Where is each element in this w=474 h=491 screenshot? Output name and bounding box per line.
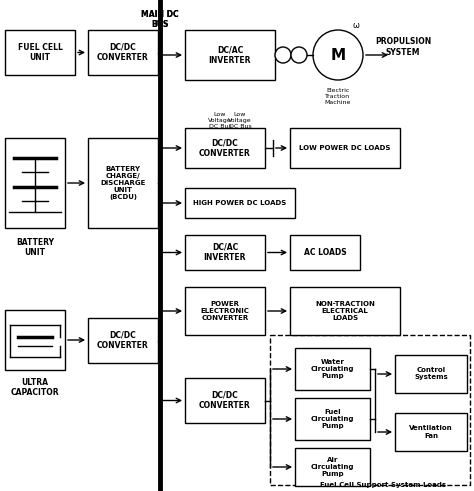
Text: FUEL CELL
UNIT: FUEL CELL UNIT: [18, 43, 63, 62]
Text: Ventilation
Fan: Ventilation Fan: [409, 426, 453, 438]
Bar: [88, 318, 158, 363]
Bar: [185, 30, 275, 80]
Text: LOW POWER DC LOADS: LOW POWER DC LOADS: [299, 145, 391, 151]
Text: BATTERY
CHARGE/
DISCHARGE
UNIT
(BCDU): BATTERY CHARGE/ DISCHARGE UNIT (BCDU): [100, 166, 146, 200]
Bar: [88, 30, 158, 75]
Text: DC/DC
CONVERTER: DC/DC CONVERTER: [97, 43, 149, 62]
Bar: [295, 448, 370, 486]
Text: Electric
Traction
Machine: Electric Traction Machine: [325, 88, 351, 105]
Text: Fuel
Circulating
Pump: Fuel Circulating Pump: [311, 409, 354, 429]
Bar: [5, 138, 65, 228]
Text: ω: ω: [353, 21, 359, 29]
Text: DC/DC
CONVERTER: DC/DC CONVERTER: [199, 391, 251, 410]
Text: DC/DC
CONVERTER: DC/DC CONVERTER: [97, 331, 149, 350]
Bar: [88, 138, 158, 228]
Bar: [395, 355, 467, 393]
Text: PROPULSION
SYSTEM: PROPULSION SYSTEM: [375, 37, 431, 56]
Text: HIGH POWER DC LOADS: HIGH POWER DC LOADS: [193, 200, 287, 206]
Text: MAIN DC
BUS: MAIN DC BUS: [141, 10, 179, 29]
Bar: [290, 128, 400, 168]
Text: Air
Circulating
Pump: Air Circulating Pump: [311, 457, 354, 477]
Text: DC/DC
CONVERTER: DC/DC CONVERTER: [199, 138, 251, 158]
Text: NON-TRACTION
ELECTRICAL
LOADS: NON-TRACTION ELECTRICAL LOADS: [315, 301, 375, 321]
Text: ULTRA
CAPACITOR: ULTRA CAPACITOR: [11, 378, 59, 397]
Bar: [295, 348, 370, 390]
Bar: [185, 188, 295, 218]
Text: DC/AC
INVERTER: DC/AC INVERTER: [204, 243, 246, 262]
Text: Low
Voltage
DC Bus: Low Voltage DC Bus: [228, 112, 252, 129]
Bar: [5, 310, 65, 370]
Text: DC/AC
INVERTER: DC/AC INVERTER: [209, 45, 251, 65]
Text: Low
Voltage
DC Bus: Low Voltage DC Bus: [208, 112, 232, 129]
Bar: [185, 128, 265, 168]
Bar: [290, 235, 360, 270]
Text: Water
Circulating
Pump: Water Circulating Pump: [311, 359, 354, 379]
Text: BATTERY
UNIT: BATTERY UNIT: [16, 238, 54, 257]
Circle shape: [291, 47, 307, 63]
Bar: [185, 287, 265, 335]
Text: M: M: [330, 48, 346, 62]
Bar: [290, 287, 400, 335]
Circle shape: [275, 47, 291, 63]
Bar: [270, 335, 470, 485]
Bar: [395, 413, 467, 451]
Bar: [5, 30, 75, 75]
Bar: [295, 398, 370, 440]
Text: AC LOADS: AC LOADS: [304, 248, 346, 257]
Text: Fuel Cell Support System Loads: Fuel Cell Support System Loads: [320, 482, 446, 488]
Text: POWER
ELECTRONIC
CONVERTER: POWER ELECTRONIC CONVERTER: [201, 301, 249, 321]
Bar: [185, 378, 265, 423]
Bar: [185, 235, 265, 270]
Circle shape: [313, 30, 363, 80]
Text: Control
Systems: Control Systems: [414, 367, 448, 381]
Text: MAIN DC
BUS: MAIN DC BUS: [141, 10, 179, 29]
